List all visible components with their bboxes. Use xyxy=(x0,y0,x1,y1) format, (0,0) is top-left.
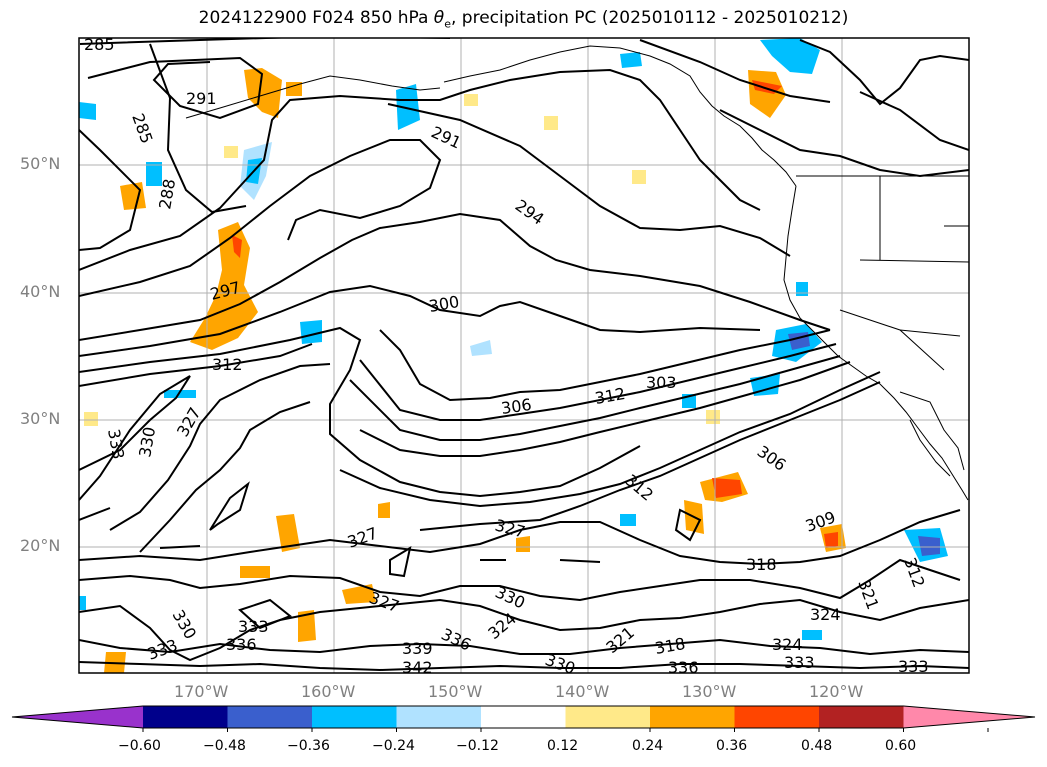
theta-e-contours xyxy=(79,38,969,672)
precip-negative-area xyxy=(396,84,420,130)
contour-label: 306 xyxy=(500,395,533,418)
contour-label: 333 xyxy=(238,617,269,636)
colorbar-segment xyxy=(481,706,566,728)
colorbar-tick-label: 0.12 xyxy=(547,738,579,754)
lat-label: 50°N xyxy=(20,154,61,173)
lat-label: 30°N xyxy=(20,409,61,428)
precip-negative-area xyxy=(300,320,322,344)
colorbar-tick-label: 0.24 xyxy=(632,738,664,754)
contour-label: 291 xyxy=(186,89,217,108)
contour-label: 336 xyxy=(226,635,257,654)
precip-strong-negative-area xyxy=(918,536,940,556)
colorbar-segment xyxy=(227,706,313,728)
coastlines xyxy=(185,45,969,501)
contour-label: 342 xyxy=(402,658,433,677)
precip-weak-positive-area xyxy=(544,116,558,130)
colorbar-segment xyxy=(734,706,820,728)
precip-weak-positive-area xyxy=(706,410,720,424)
lon-label: 140°W xyxy=(555,682,610,701)
lat-label: 40°N xyxy=(20,282,61,301)
contour-label: 303 xyxy=(646,373,677,392)
colorbar-segment xyxy=(819,706,904,728)
precip-weak-positive-area xyxy=(464,94,478,106)
colorbar-extend-low xyxy=(12,706,143,728)
precip-negative-area xyxy=(79,102,96,120)
precip-negative-area xyxy=(620,52,642,68)
contour-label: 318 xyxy=(746,555,777,574)
precip-positive-area xyxy=(244,68,282,118)
map-background xyxy=(79,38,969,673)
precip-negative-area xyxy=(620,514,636,526)
precip-strong-area xyxy=(712,478,742,498)
precipitation-shading xyxy=(79,38,948,673)
colorbar-segment xyxy=(650,706,735,728)
colorbar-tick-label: −0.60 xyxy=(118,738,161,754)
contour-label: 333 xyxy=(784,653,815,672)
precip-weak-positive-area xyxy=(632,170,646,184)
contour-label: 339 xyxy=(402,639,433,658)
precip-positive-area xyxy=(276,514,300,552)
colorbar-segment xyxy=(312,706,397,728)
colorbar-tick-label: 0.48 xyxy=(801,738,833,754)
precip-negative-area xyxy=(802,630,822,640)
precip-weak-positive-area xyxy=(224,146,238,158)
lon-label: 170°W xyxy=(174,682,229,701)
map-frame xyxy=(78,37,970,674)
colorbar-tick-label: −0.12 xyxy=(456,738,499,754)
precip-positive-area xyxy=(240,566,270,578)
precip-negative-area xyxy=(760,38,820,74)
colorbar-tick-label: −0.48 xyxy=(203,738,246,754)
precip-negative-area xyxy=(146,162,162,186)
precip-positive-area xyxy=(120,182,146,210)
lon-label: 130°W xyxy=(682,682,737,701)
precip-positive-area xyxy=(378,502,390,518)
colorbar-tick-label: −0.24 xyxy=(372,738,415,754)
contour-label: 336 xyxy=(668,658,699,677)
contour-label: 285 xyxy=(84,35,115,54)
precip-strong-area xyxy=(232,235,242,258)
colorbar xyxy=(11,705,1036,732)
lon-label: 150°W xyxy=(428,682,483,701)
contour-label: 312 xyxy=(212,355,243,374)
precip-weak-negative-area xyxy=(470,340,492,356)
lon-label: 160°W xyxy=(301,682,356,701)
colorbar-segment xyxy=(565,706,651,728)
precip-positive-area xyxy=(286,82,302,96)
precip-positive-area xyxy=(298,610,316,642)
colorbar-tick-label: 0.60 xyxy=(885,738,917,754)
colorbar-tick-label: 0.36 xyxy=(716,738,748,754)
precip-weak-positive-area xyxy=(84,412,98,426)
contour-label: 324 xyxy=(810,605,841,624)
precip-negative-area xyxy=(79,596,86,610)
precip-positive-area xyxy=(342,584,376,604)
contour-label: 333 xyxy=(898,657,929,676)
contour-label: 324 xyxy=(772,635,803,654)
lon-label: 120°W xyxy=(809,682,864,701)
precip-negative-area xyxy=(164,390,196,398)
colorbar-tick-label: −0.36 xyxy=(287,738,330,754)
precip-strong-area xyxy=(824,532,838,548)
map-title: 2024122900 F024 850 hPa θe, precipitatio… xyxy=(198,8,849,31)
precip-negative-area xyxy=(796,282,808,296)
colorbar-extend-high xyxy=(903,706,1035,728)
lat-label: 20°N xyxy=(20,536,61,555)
colorbar-segment xyxy=(396,706,482,728)
colorbar-segment xyxy=(143,706,228,728)
precip-positive-area xyxy=(516,536,530,552)
